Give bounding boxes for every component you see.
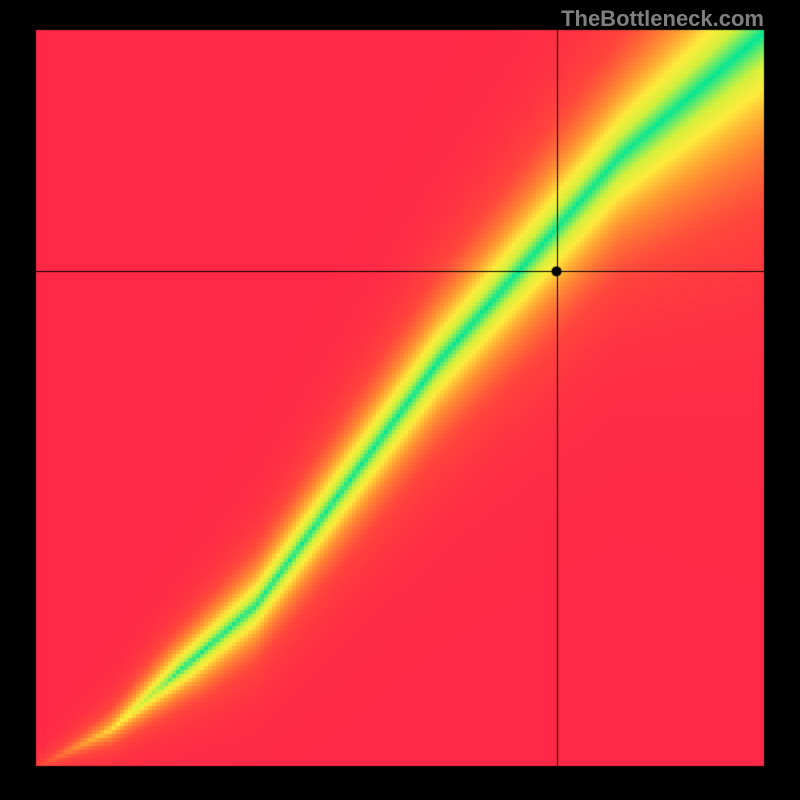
bottleneck-heatmap: [0, 0, 800, 800]
watermark-text: TheBottleneck.com: [561, 6, 764, 32]
chart-container: TheBottleneck.com: [0, 0, 800, 800]
